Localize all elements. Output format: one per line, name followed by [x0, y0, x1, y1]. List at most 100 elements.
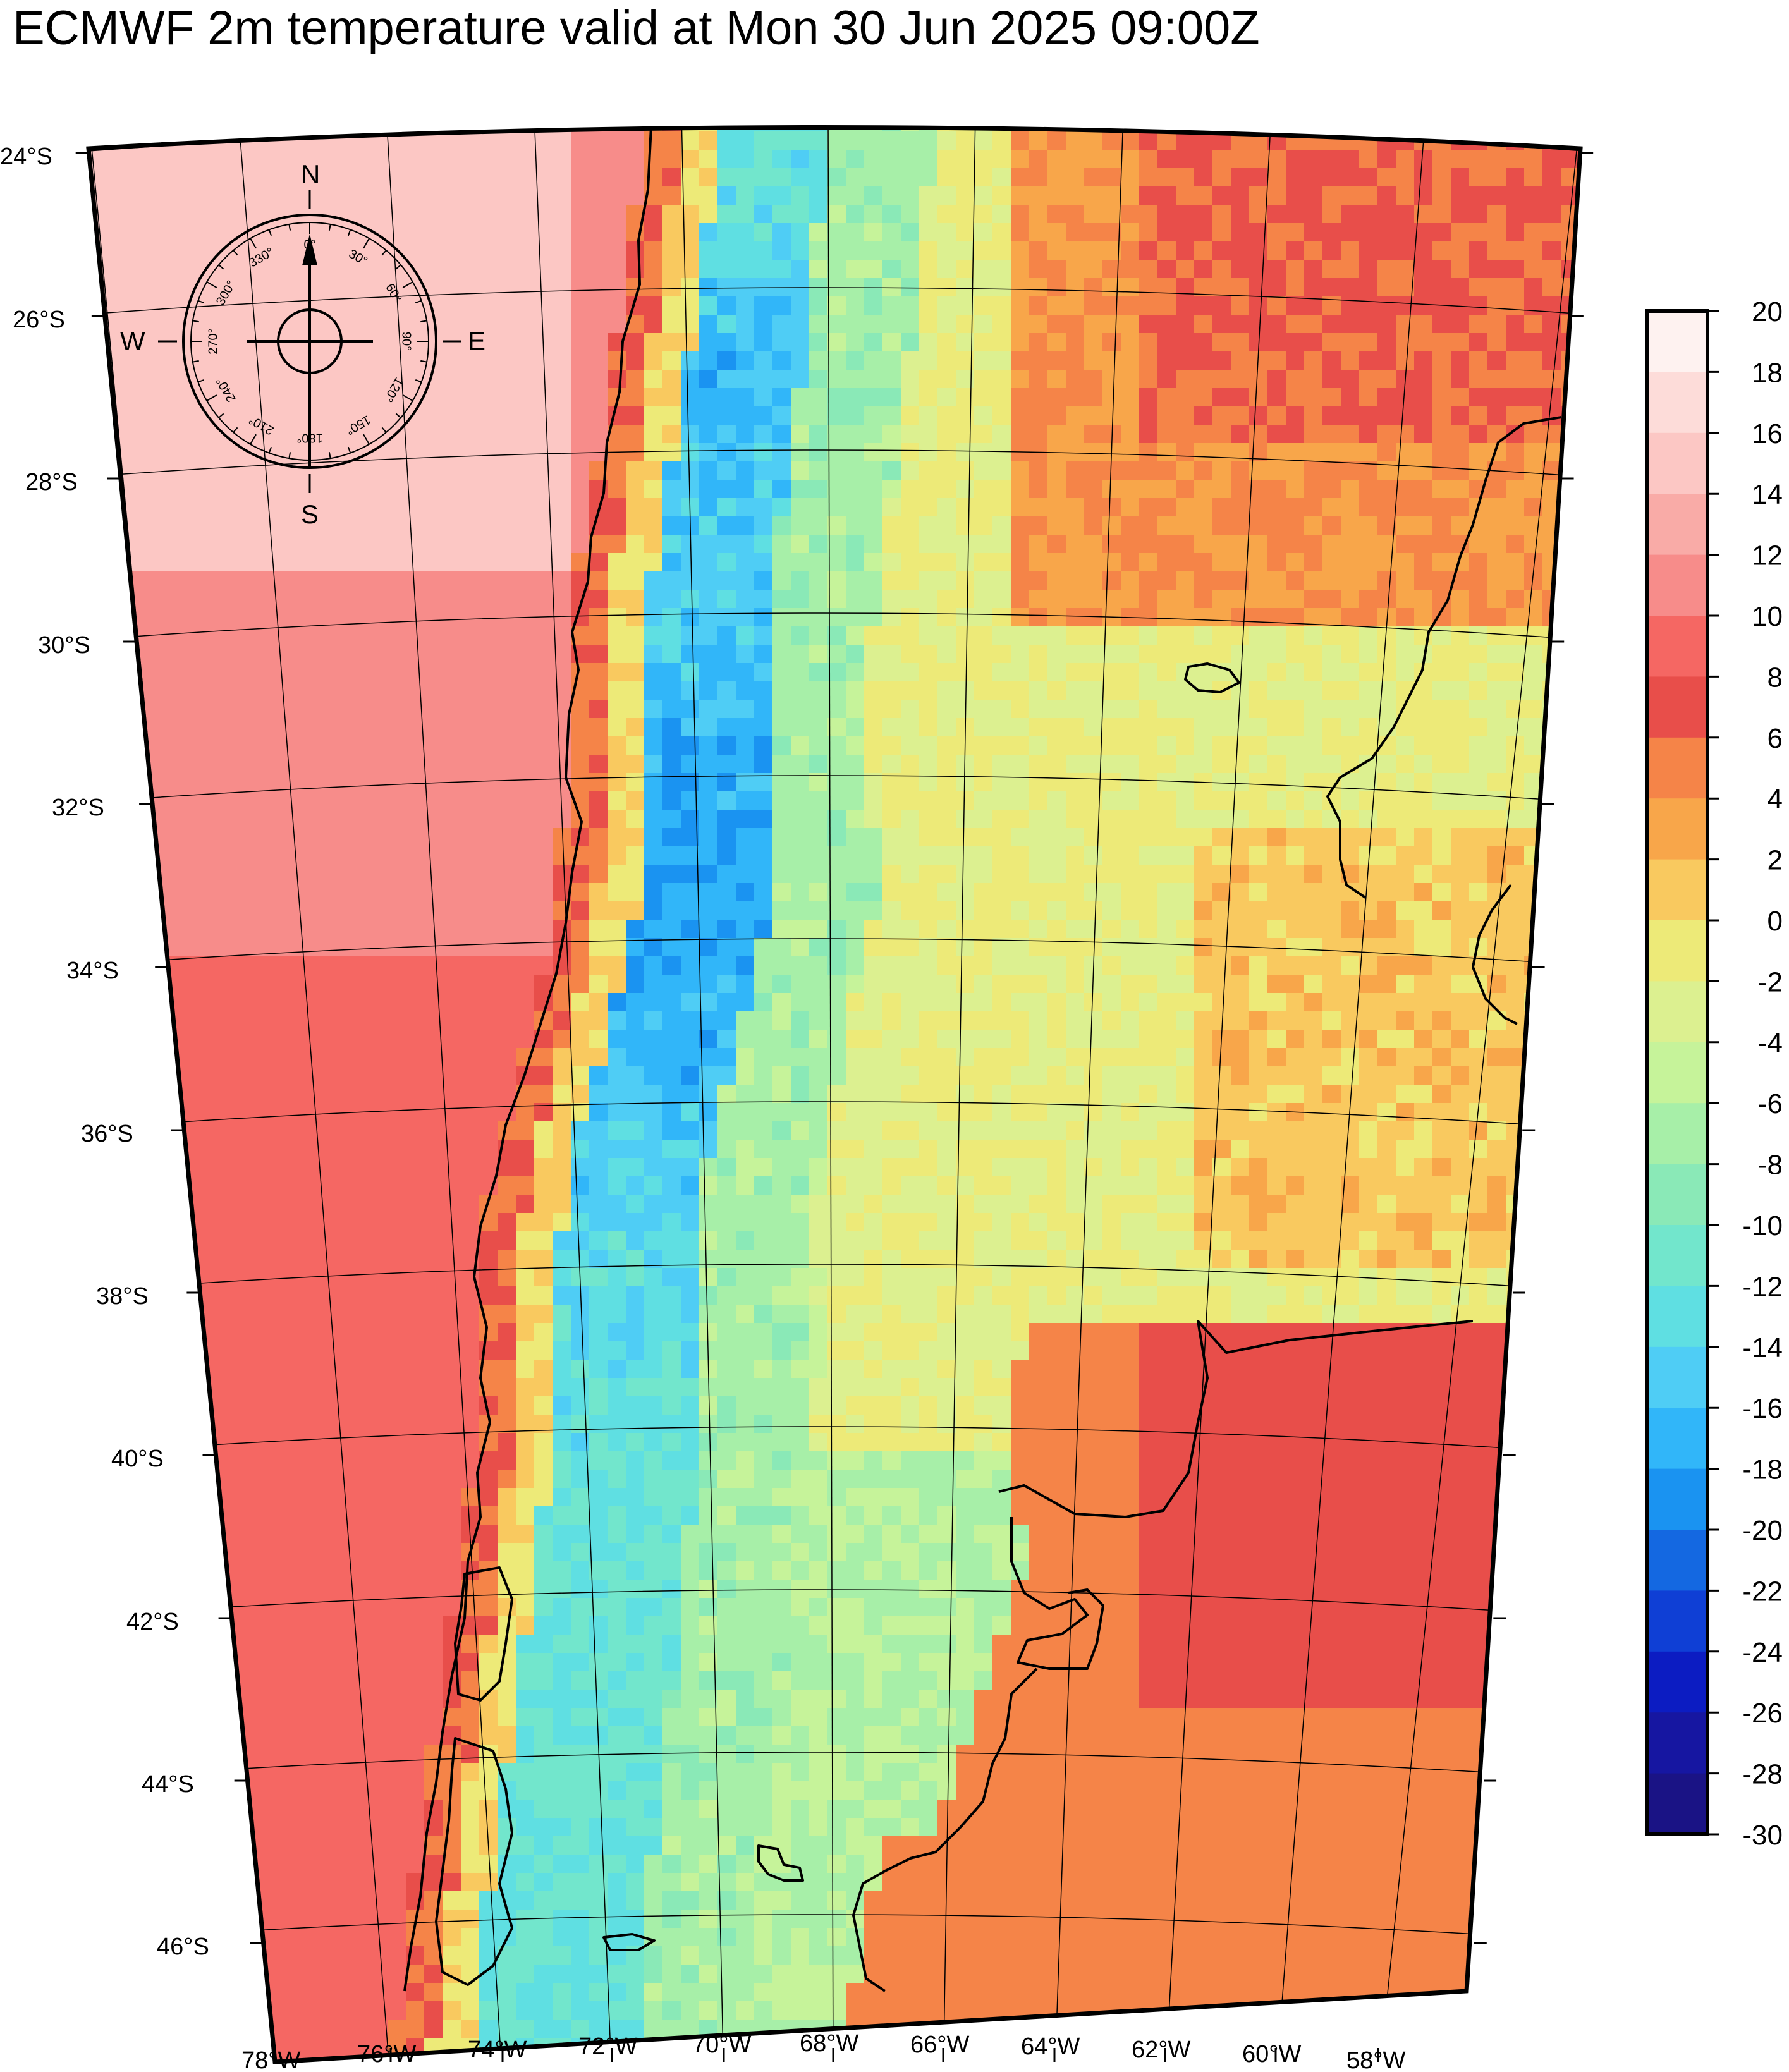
temperature-cell — [937, 333, 956, 352]
temperature-cell — [1029, 993, 1048, 1012]
temperature-cell — [1139, 443, 1158, 462]
temperature-cell — [168, 736, 186, 755]
temperature-cell — [589, 388, 608, 407]
temperature-cell — [882, 480, 901, 499]
temperature-cell — [241, 736, 260, 755]
temperature-cell — [131, 1011, 150, 1030]
temperature-cell — [516, 443, 535, 462]
temperature-cell — [314, 681, 333, 700]
temperature-cell — [772, 993, 791, 1012]
temperature-cell — [937, 883, 956, 902]
temperature-cell — [1579, 205, 1580, 224]
temperature-cell — [809, 223, 828, 242]
temperature-cell — [1066, 480, 1085, 499]
temperature-cell — [1267, 1011, 1286, 1030]
temperature-cell — [443, 1121, 461, 1140]
temperature-cell — [1249, 315, 1268, 334]
temperature-cell — [1396, 1176, 1415, 1195]
temperature-cell — [1047, 975, 1066, 994]
temperature-cell — [113, 590, 131, 609]
temperature-cell — [1139, 388, 1158, 407]
temperature-cell — [333, 571, 351, 590]
temperature-cell — [791, 626, 810, 645]
temperature-cell — [113, 1048, 131, 1067]
temperature-cell — [186, 755, 205, 774]
temperature-cell — [1451, 993, 1470, 1012]
temperature-cell — [809, 205, 828, 224]
temperature-cell — [736, 1121, 755, 1140]
temperature-cell — [974, 975, 993, 994]
temperature-cell — [1047, 131, 1066, 150]
temperature-cell — [369, 425, 388, 444]
temperature-cell — [113, 901, 131, 920]
temperature-cell — [424, 846, 443, 865]
temperature-cell — [937, 828, 956, 847]
temperature-cell — [956, 993, 975, 1012]
temperature-cell — [278, 150, 296, 169]
temperature-cell — [1176, 608, 1195, 627]
temperature-cell — [901, 1030, 920, 1049]
temperature-cell — [461, 1176, 480, 1195]
temperature-cell — [1212, 315, 1231, 334]
temperature-cell — [1212, 1103, 1231, 1122]
temperature-cell — [644, 535, 663, 554]
temperature-cell — [571, 186, 590, 205]
temperature-cell — [369, 846, 388, 865]
temperature-cell — [1432, 1085, 1451, 1104]
temperature-cell — [699, 480, 718, 499]
temperature-cell — [1194, 938, 1213, 957]
temperature-cell — [1286, 828, 1305, 847]
temperature-cell — [1524, 315, 1543, 334]
temperature-cell — [1029, 351, 1048, 370]
temperature-cell — [608, 920, 626, 939]
temperature-cell — [351, 150, 370, 169]
temperature-cell — [369, 1103, 388, 1122]
temperature-cell — [1066, 461, 1085, 480]
temperature-cell — [1524, 645, 1543, 664]
temperature-cell — [1579, 425, 1580, 444]
temperature-cell — [644, 351, 663, 370]
temperature-cell — [94, 773, 113, 792]
temperature-cell — [571, 993, 590, 1012]
temperature-cell — [1432, 351, 1451, 370]
temperature-cell — [89, 516, 95, 535]
temperature-cell — [974, 168, 993, 187]
temperature-cell — [443, 1140, 461, 1159]
temperature-cell — [1286, 95, 1305, 114]
temperature-cell — [186, 186, 205, 205]
temperature-cell — [717, 938, 736, 957]
temperature-cell — [992, 1011, 1011, 1030]
temperature-cell — [626, 168, 645, 187]
temperature-cell — [1212, 846, 1231, 865]
temperature-cell — [736, 553, 755, 572]
temperature-cell — [681, 956, 700, 975]
temperature-cell — [241, 241, 260, 260]
temperature-cell — [864, 1030, 883, 1049]
temperature-cell — [1157, 883, 1176, 902]
temperature-cell — [1121, 1176, 1140, 1195]
temperature-cell — [901, 901, 920, 920]
temperature-cell — [333, 1030, 351, 1049]
temperature-cell — [131, 920, 150, 939]
temperature-cell — [516, 425, 535, 444]
temperature-cell — [1066, 241, 1085, 260]
temperature-cell — [296, 1195, 315, 1214]
temperature-cell — [809, 608, 828, 627]
temperature-cell — [516, 315, 535, 334]
temperature-cell — [1432, 920, 1451, 939]
temperature-cell — [1157, 370, 1176, 389]
temperature-cell — [1414, 127, 1433, 132]
temperature-cell — [1579, 1121, 1580, 1140]
temperature-cell — [956, 223, 975, 242]
temperature-cell — [1304, 846, 1323, 865]
temperature-cell — [388, 1158, 406, 1177]
temperature-cell — [1231, 95, 1250, 114]
temperature-cell — [534, 1158, 553, 1177]
temperature-cell — [443, 901, 461, 920]
temperature-cell — [1267, 168, 1286, 187]
temperature-cell — [1176, 883, 1195, 902]
temperature-cell — [113, 773, 131, 792]
temperature-cell — [1139, 461, 1158, 480]
temperature-cell — [534, 956, 553, 975]
temperature-cell — [461, 1085, 480, 1104]
